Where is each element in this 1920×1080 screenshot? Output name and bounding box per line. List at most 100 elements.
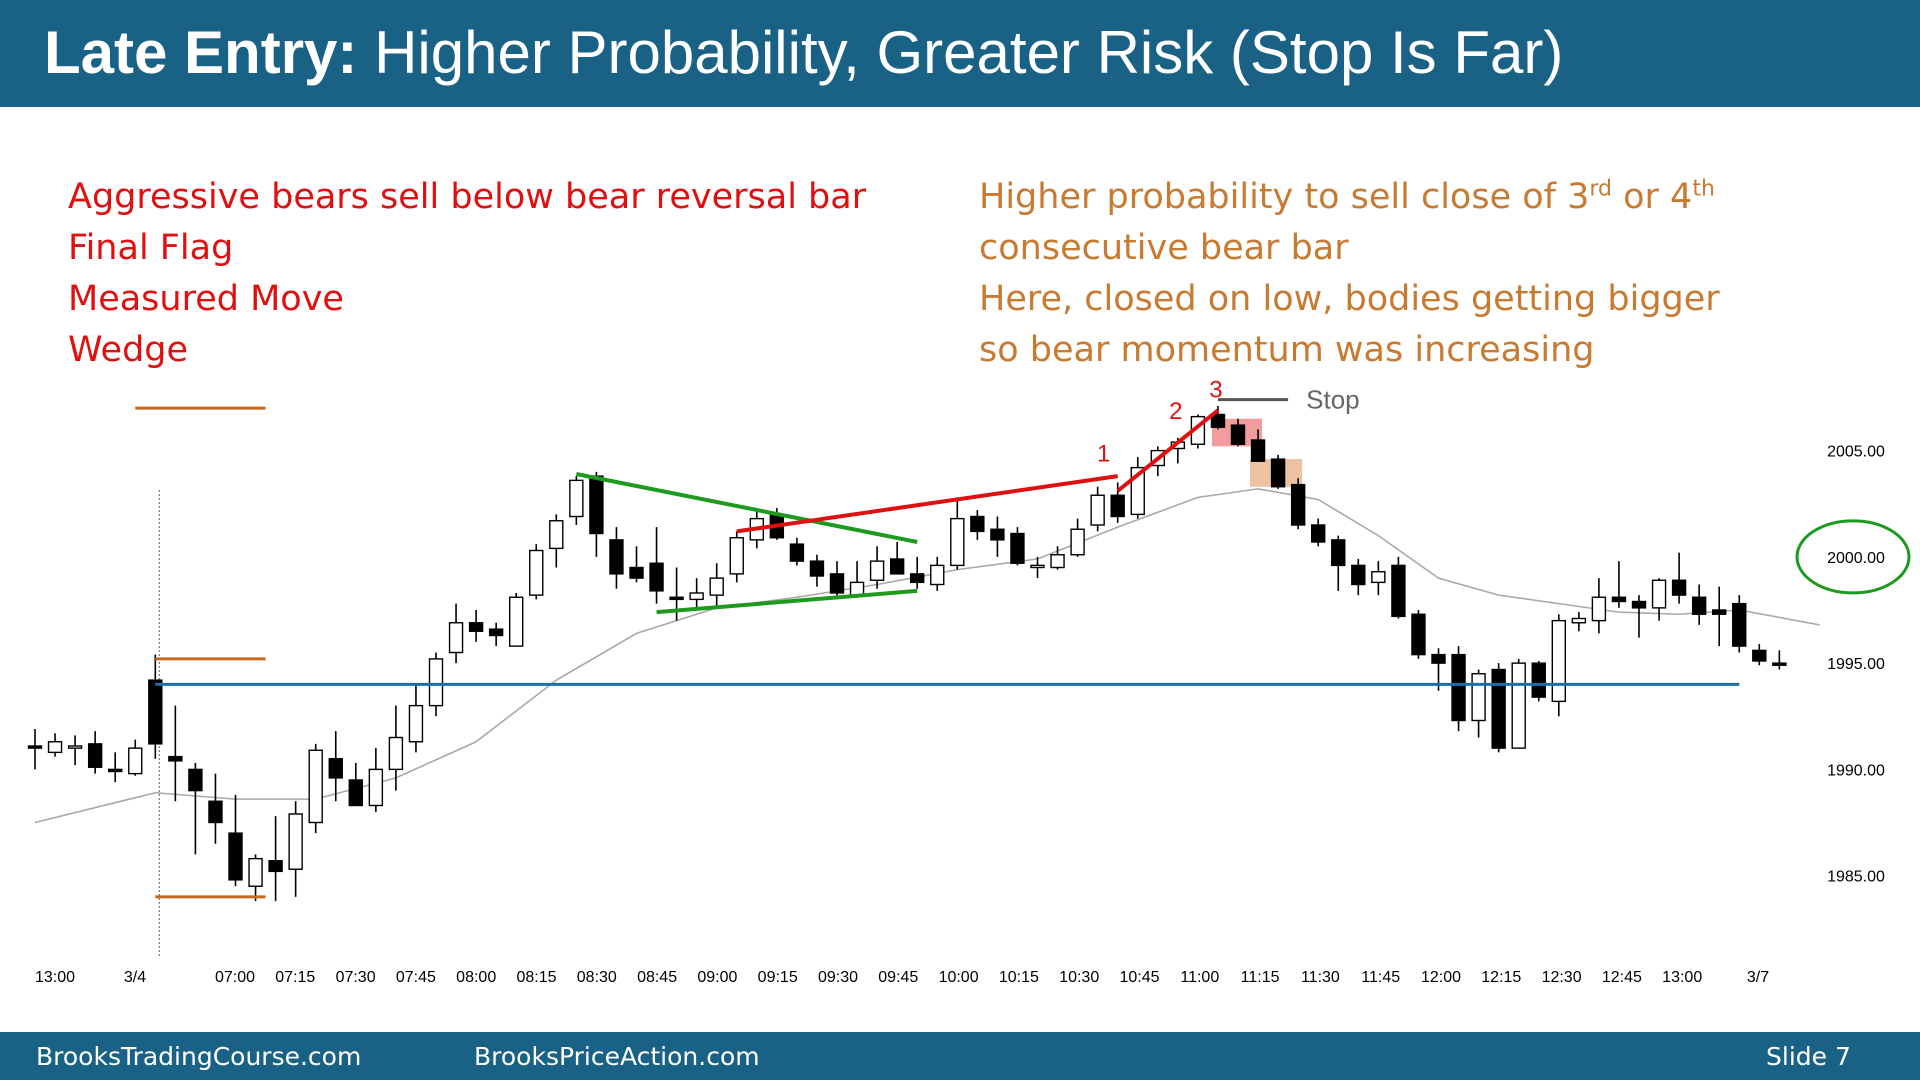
candle-bear [168,755,183,762]
candle-bear [1531,662,1546,698]
note-sup-th: th [1692,176,1715,202]
candle-bear [1671,579,1687,596]
x-tick-label: 12:30 [1542,969,1582,986]
candle-bull [388,736,404,771]
candle-bear [1772,662,1787,666]
candle-bear [1110,494,1125,518]
candle-bear [1351,564,1366,586]
candle-bull [529,549,544,596]
x-tick-label: 07:15 [275,969,315,986]
x-tick-label: 09:30 [818,969,858,986]
candle-bull [950,517,965,567]
x-tick-label: 11:00 [1180,969,1219,986]
x-tick-label: 10:15 [999,969,1039,986]
candle-bull [248,857,263,887]
flag-upper-trendline [575,472,918,544]
candle-bull [368,768,384,807]
x-tick-label: 07:00 [215,969,255,986]
x-tick-label: 3/7 [1747,969,1769,986]
footer-left-link[interactable]: BrooksTradingCourse.com [36,1042,362,1071]
note-momentum: so bear momentum was increasing [979,330,1595,370]
y-tick-label: 2000.00 [1827,550,1885,567]
y-tick-label: 1985.00 [1827,869,1885,886]
note-wedge: Wedge [68,330,189,370]
footer-mid-link[interactable]: BrooksPriceAction.com [474,1042,760,1071]
wedge-trendline [736,474,1118,534]
left-notes: Aggressive bears sell below bear reversa… [68,172,866,376]
candle-bear [1711,609,1727,615]
wedge-push-label: 1 [1097,440,1110,467]
candle-bear [1391,564,1406,618]
note-measured-move: Measured Move [68,279,344,319]
candle-bull [549,520,564,550]
candle-bull [1030,564,1045,569]
note-line1-b: or 4 [1612,177,1693,217]
title-rest: Higher Probability, Greater Risk (Stop I… [374,19,1564,86]
x-tick-label: 11:45 [1361,969,1400,986]
x-tick-label: 09:15 [758,969,798,986]
wedge-push-label: 3 [1209,377,1222,404]
candle-bull [448,622,464,654]
note-higher-probability: Higher probability to sell close of 3rd … [979,172,1720,223]
slide-number: Slide 7 [1766,1042,1851,1071]
candle-bear [328,758,343,779]
candle-bull [128,747,143,775]
stop-label: Stop [1306,385,1360,415]
slide-title: Late Entry: Higher Probability, Greater … [44,18,1563,87]
x-tick-label: 10:00 [939,969,979,986]
candle-bull [729,537,744,575]
note-closed-on-low: Here, closed on low, bodies getting bigg… [979,279,1720,319]
circled-tick-marker [1795,519,1911,595]
candle-bear [1431,653,1446,664]
candle-bear [669,596,684,601]
candle-bear [208,800,223,824]
x-tick-label: 11:30 [1301,969,1340,986]
candle-bear [629,566,644,579]
candle-bear [649,562,664,592]
candle-bull [288,813,303,870]
candle-bear [87,743,103,768]
candle-bull [849,581,865,596]
wedge-push-line [1116,408,1220,493]
x-tick-label: 11:15 [1241,969,1280,986]
candle-bear [468,622,484,632]
candle-bear [268,860,283,873]
candle-bear [910,573,925,584]
candle-bear [789,543,805,562]
x-tick-label: 12:00 [1421,969,1461,986]
right-notes: Higher probability to sell close of 3rd … [979,172,1720,376]
x-tick-label: 10:30 [1059,969,1099,986]
note-consecutive: consecutive bear bar [979,228,1349,268]
title-bar: Late Entry: Higher Probability, Greater … [0,0,1920,107]
candle-bull [408,704,424,743]
candle-bear [970,515,985,533]
x-tick-label: 09:00 [697,969,737,986]
candle-bear [1331,539,1346,567]
note-aggressive-bears: Aggressive bears sell below bear reversa… [68,177,867,217]
candle-bull [689,592,704,601]
note-line1-a: Higher probability to sell close of 3 [979,177,1590,217]
candle-bull [509,596,524,647]
candle-bear [1250,439,1266,462]
candle-bear [889,558,905,575]
candle-bear [1290,483,1306,526]
candle-bear [1732,602,1747,647]
candle-bull [1070,528,1085,556]
candle-bear [1310,524,1326,543]
y-tick-label: 1990.00 [1827,762,1885,779]
candle-bear [1210,413,1226,428]
candle-bull [47,741,63,754]
x-tick-label: 3/4 [124,969,146,986]
candle-bear [27,745,43,749]
x-tick-label: 07:45 [396,969,436,986]
x-tick-label: 13:00 [35,969,75,986]
candle-bear [1411,613,1426,656]
candle-bear [829,573,845,594]
candle-bear [1230,424,1246,445]
x-tick-label: 10:45 [1119,969,1159,986]
title-bold: Late Entry: [44,19,358,86]
candle-bull [1471,673,1486,722]
candle-bear [148,679,163,745]
candle-bull [1511,662,1526,749]
